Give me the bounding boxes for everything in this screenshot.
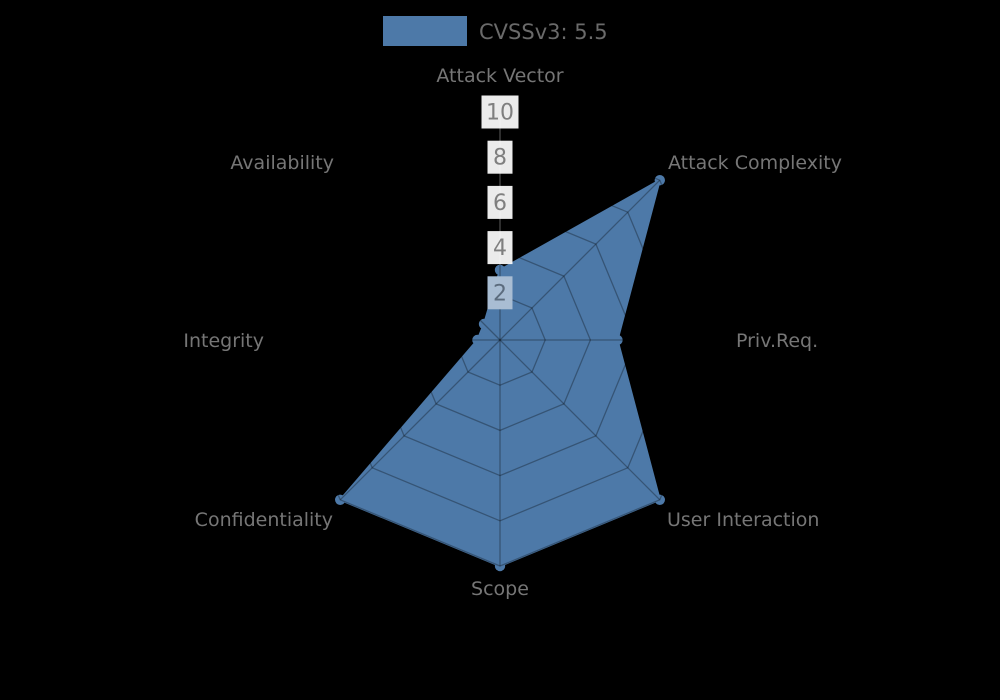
axis-label-attack-vector: Attack Vector — [436, 65, 563, 87]
vertex-marker-availability — [478, 318, 490, 330]
vertex-marker-attack-vector — [494, 264, 506, 276]
axis-label-user-interaction: User Interaction — [667, 509, 819, 531]
legend[interactable]: CVSSv3: 5.5 — [383, 16, 608, 46]
legend-swatch[interactable] — [383, 16, 467, 46]
legend-label[interactable]: CVSSv3: 5.5 — [479, 20, 608, 44]
grid-ring-8 — [318, 158, 682, 522]
grid-spoke-attack-complexity — [499, 179, 661, 341]
grid-ring-2 — [454, 294, 546, 386]
vertex-marker-priv-req — [612, 334, 623, 346]
axis-label-confidentiality: Confidentiality — [195, 509, 333, 531]
radial-tick-label-2: 2 — [493, 281, 507, 306]
axis-label-scope: Scope — [471, 578, 529, 600]
radial-tick-label-6: 6 — [493, 191, 507, 216]
radial-tick-label-10: 10 — [486, 101, 514, 126]
axis-label-availability: Availability — [230, 152, 334, 174]
radial-tick-box-8 — [487, 140, 513, 174]
grid-spoke-availability — [339, 179, 501, 341]
radial-tick-label-4: 4 — [493, 236, 507, 261]
grid-ring-6 — [363, 203, 637, 477]
radial-tick-label-8: 8 — [493, 146, 507, 171]
grid-ring-4 — [408, 248, 592, 432]
axis-label-attack-complexity: Attack Complexity — [668, 152, 842, 174]
axis-label-integrity: Integrity — [183, 330, 264, 352]
vertex-marker-scope — [494, 560, 506, 572]
vertex-marker-attack-complexity — [654, 175, 665, 186]
grid-ring-10 — [273, 113, 727, 567]
vertex-marker-integrity — [472, 334, 483, 346]
grid-spoke-confidentiality — [339, 339, 501, 501]
vertex-marker-user-interaction — [654, 494, 665, 505]
radial-tick-box-4 — [487, 231, 513, 265]
grid-spoke-user-interaction — [499, 339, 661, 501]
axis-label-priv-req: Priv.Req. — [736, 330, 818, 352]
radar-plot: 10 8 6 4 2 Attack Vector Attack Complexity Priv… — [183, 65, 842, 600]
radial-tick-box-10 — [481, 95, 519, 129]
vertex-marker-confidentiality — [335, 494, 346, 505]
radial-tick-box-2 — [487, 276, 513, 310]
radial-tick-box-6 — [487, 185, 513, 219]
